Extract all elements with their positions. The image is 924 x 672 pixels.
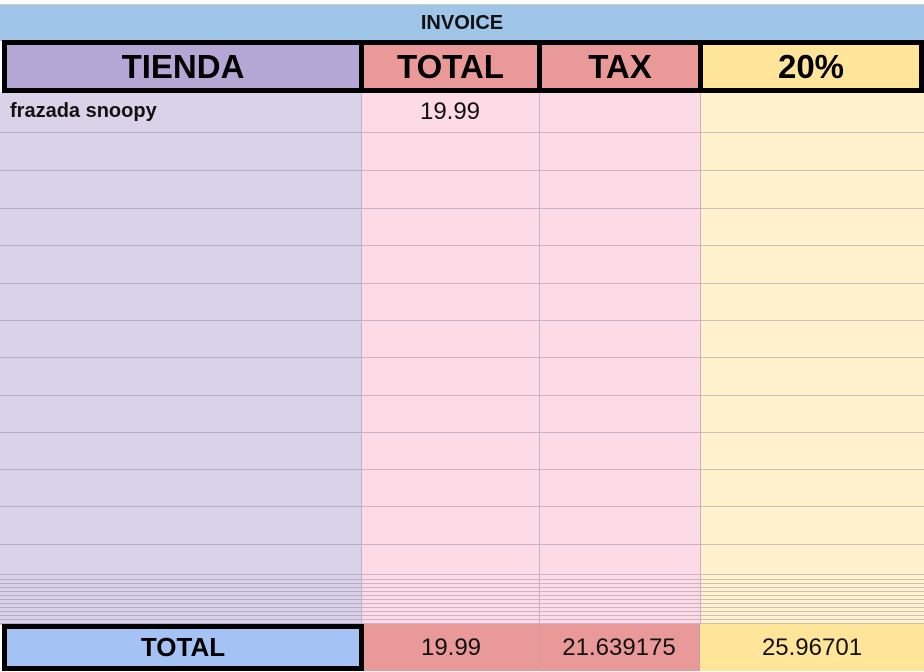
hidden-row <box>0 608 924 612</box>
totals-pct[interactable]: 25.96701 <box>700 624 924 671</box>
table-row[interactable] <box>0 321 924 358</box>
header-total[interactable]: TOTAL <box>359 40 542 93</box>
header-tax[interactable]: TAX <box>537 40 703 93</box>
hidden-row <box>0 592 924 596</box>
table-row[interactable] <box>0 171 924 209</box>
hidden-row <box>0 588 924 592</box>
table-row[interactable] <box>0 246 924 284</box>
table-row[interactable] <box>0 284 924 321</box>
header-tienda[interactable]: TIENDA <box>2 40 364 93</box>
table-row[interactable] <box>0 92 924 133</box>
cell-tax[interactable] <box>539 96 700 128</box>
table-row[interactable] <box>0 470 924 507</box>
table-row[interactable] <box>0 545 924 575</box>
hidden-row <box>0 600 924 604</box>
hidden-row <box>0 612 924 616</box>
pct-column <box>700 92 924 625</box>
cell-total[interactable]: 19.99 <box>419 98 481 125</box>
tienda-column <box>0 92 361 625</box>
invoice-title[interactable]: INVOICE <box>0 5 924 41</box>
hidden-row <box>0 604 924 608</box>
table-row[interactable] <box>0 358 924 396</box>
table-row[interactable] <box>0 507 924 545</box>
header-pct[interactable]: 20% <box>698 40 924 93</box>
table-row[interactable] <box>0 433 924 470</box>
hidden-row <box>0 580 924 584</box>
divider <box>539 92 540 625</box>
cell-pct[interactable] <box>700 96 924 128</box>
divider <box>361 92 362 625</box>
hidden-row <box>0 596 924 600</box>
table-row[interactable] <box>0 396 924 433</box>
cell-tienda[interactable]: frazada snoopy <box>10 99 157 122</box>
table-row[interactable] <box>0 209 924 246</box>
hidden-row <box>0 616 924 620</box>
totals-total[interactable]: 19.99 <box>364 624 539 671</box>
totals-label[interactable]: TOTAL <box>2 624 364 671</box>
table-row[interactable] <box>0 133 924 171</box>
divider <box>700 92 701 625</box>
hidden-row <box>0 584 924 588</box>
totals-tax[interactable]: 21.639175 <box>539 624 700 671</box>
total-tax-columns <box>361 92 700 625</box>
top-row-edge <box>0 0 924 5</box>
hidden-row <box>0 620 924 624</box>
hidden-row <box>0 576 924 580</box>
